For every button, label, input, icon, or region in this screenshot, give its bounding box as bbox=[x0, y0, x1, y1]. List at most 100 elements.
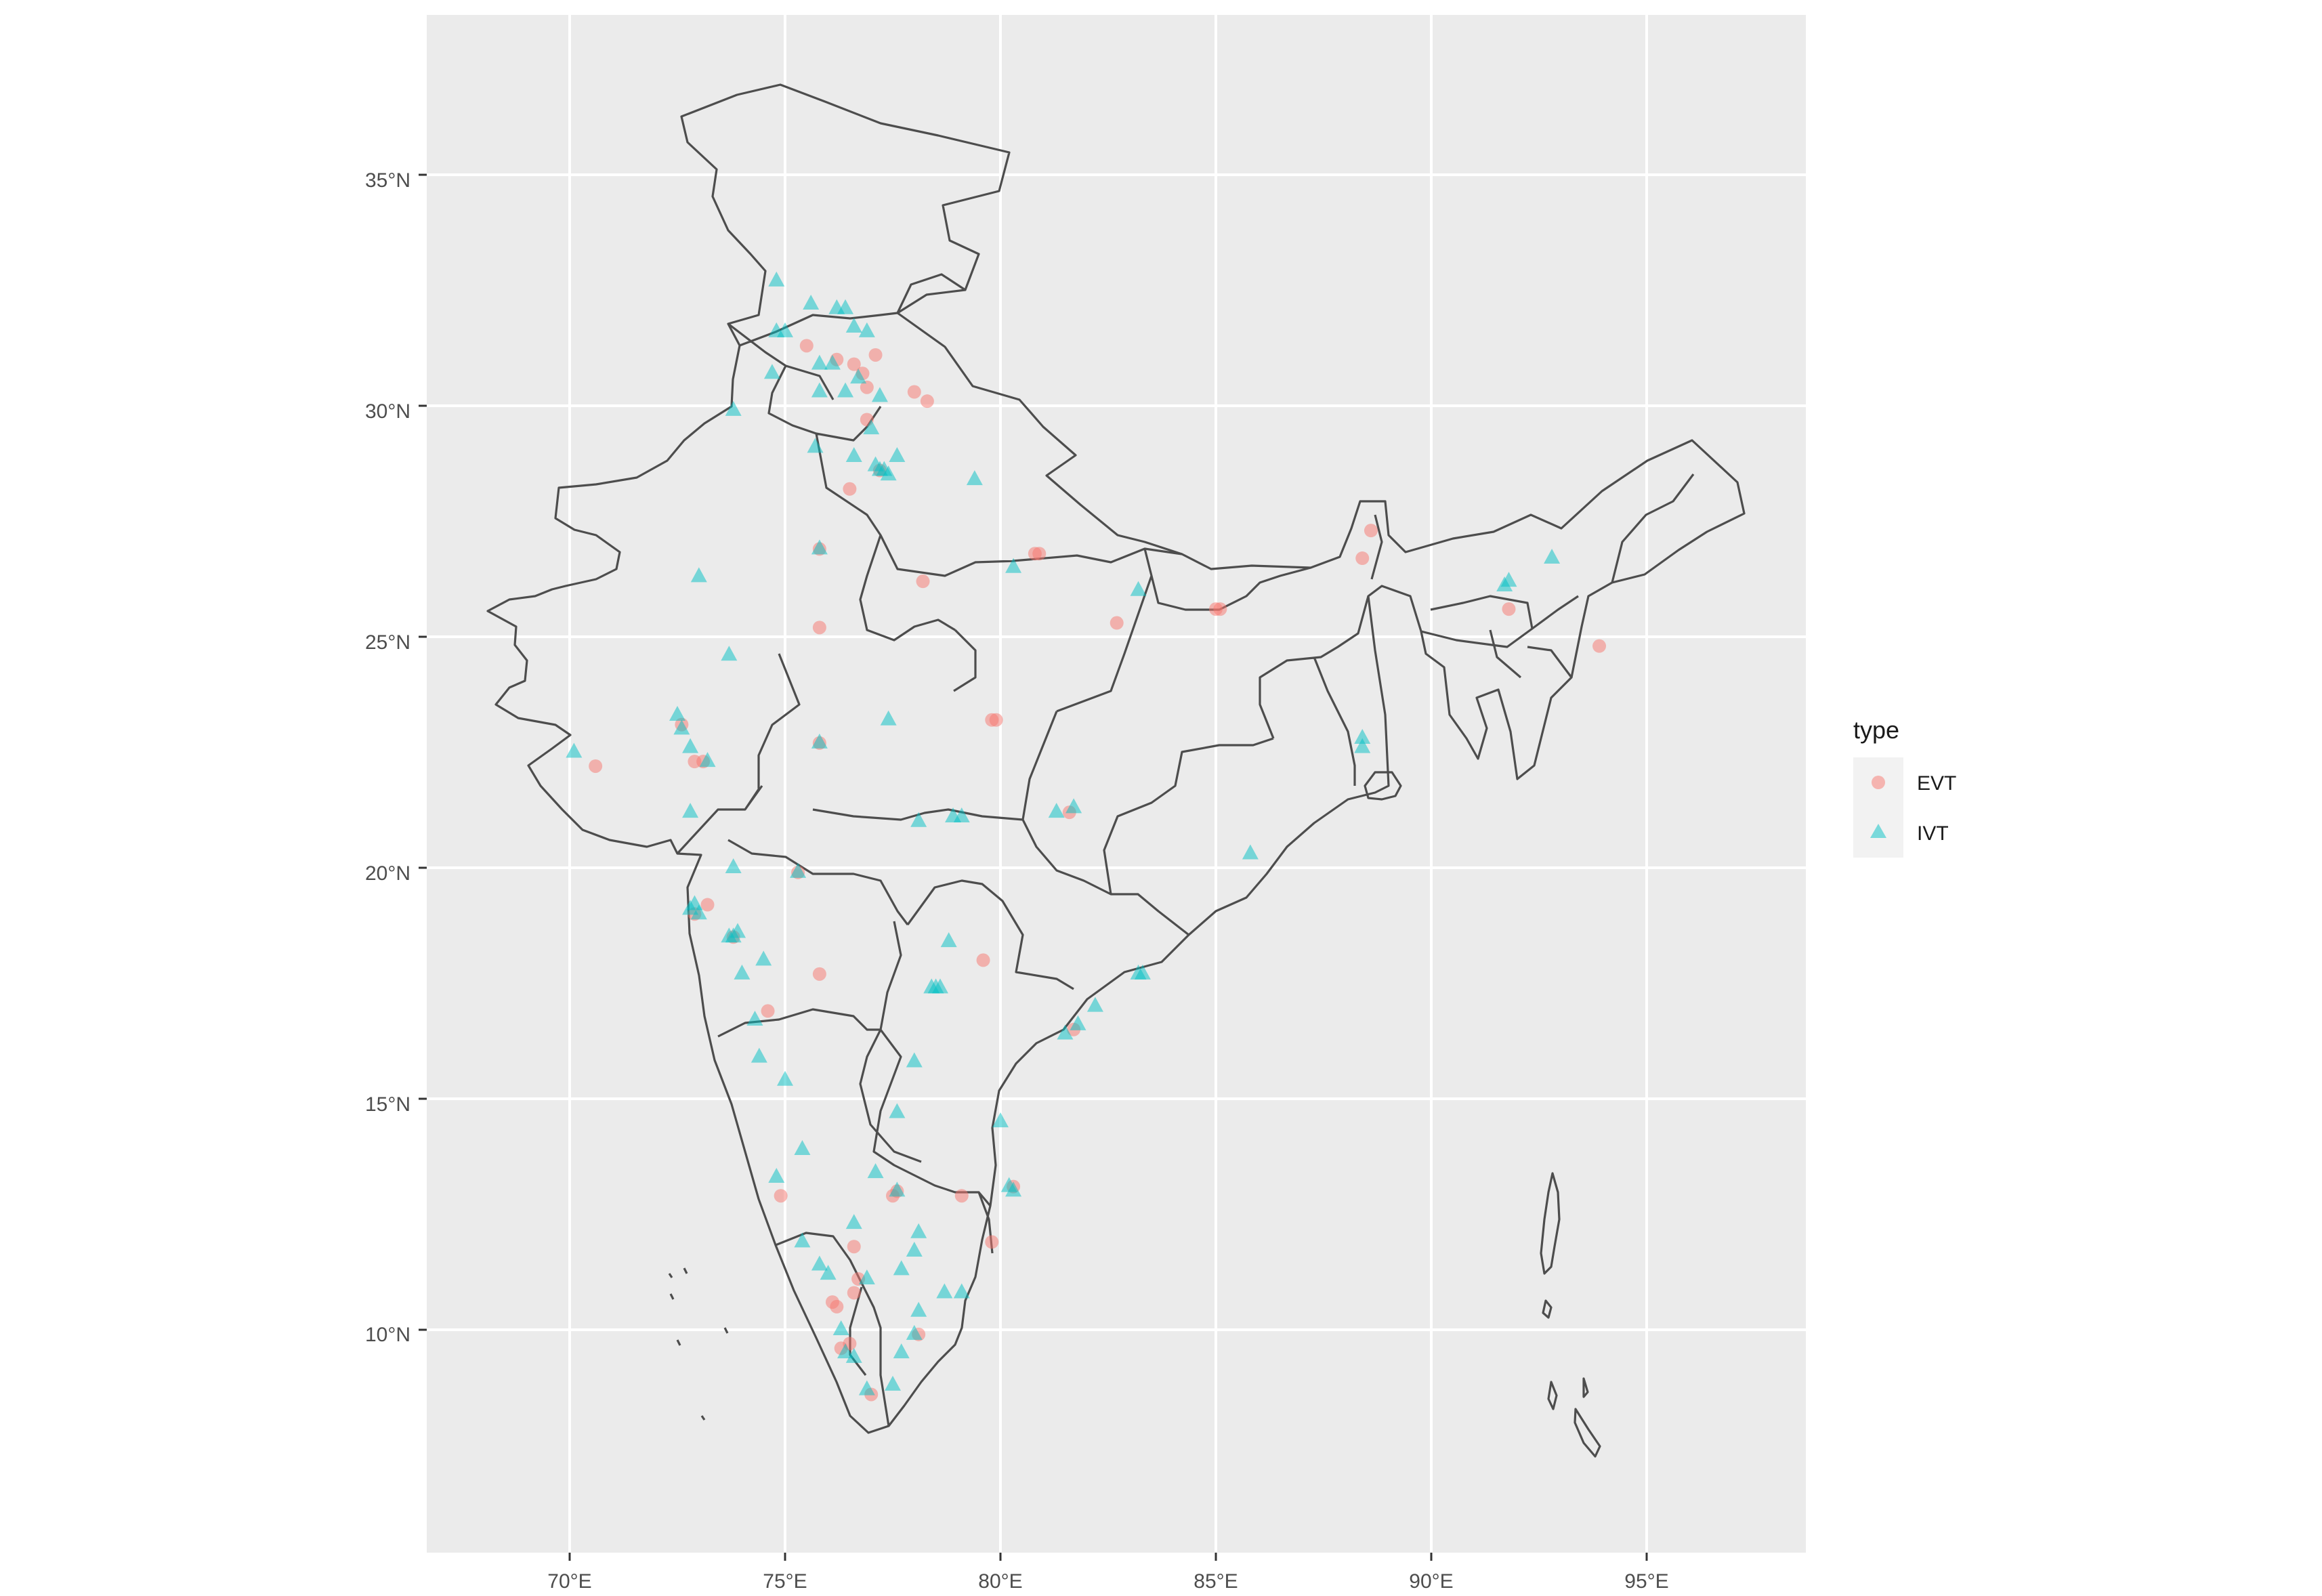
evt-point bbox=[1028, 547, 1042, 561]
ivt-point bbox=[858, 1380, 875, 1395]
ivt-point bbox=[1500, 572, 1517, 587]
ivt-point bbox=[837, 1343, 854, 1359]
ivt-point bbox=[832, 1320, 849, 1335]
evt-point bbox=[868, 348, 883, 362]
ivt-point bbox=[931, 978, 948, 994]
ivt-point bbox=[910, 1301, 927, 1317]
ivt-point bbox=[889, 1181, 906, 1197]
ivt-point bbox=[725, 858, 742, 873]
ivt-point bbox=[945, 807, 962, 822]
y-tick-label: 25°N bbox=[365, 631, 410, 654]
ivt-point bbox=[906, 1324, 923, 1340]
evt-point bbox=[985, 713, 999, 727]
evt-point bbox=[954, 1189, 969, 1203]
andaman-nicobar-islands bbox=[1540, 1172, 1601, 1458]
ivt-point bbox=[850, 369, 867, 384]
ivt-point bbox=[1005, 558, 1022, 573]
evt-point bbox=[916, 574, 930, 589]
ivt-point bbox=[1544, 549, 1561, 564]
y-axis: 10°N 15°N 20°N 25°N 30°N 35°N bbox=[365, 169, 410, 1346]
evt-point bbox=[920, 394, 934, 408]
ivt-point bbox=[1130, 581, 1147, 596]
evt-point bbox=[774, 1189, 788, 1203]
ivt-point bbox=[889, 1103, 906, 1118]
ivt-point bbox=[845, 1347, 862, 1363]
lakshadweep-islands bbox=[668, 1267, 729, 1421]
legend-symbol-evt bbox=[1872, 776, 1885, 789]
ivt-point bbox=[1005, 1181, 1022, 1197]
ivt-point bbox=[794, 1232, 811, 1248]
ivt-point bbox=[889, 447, 906, 463]
ivt-point bbox=[940, 932, 957, 948]
ivt-point bbox=[893, 1260, 910, 1276]
ivt-point bbox=[910, 1223, 927, 1238]
ivt-point bbox=[885, 1375, 901, 1391]
ivt-point bbox=[811, 733, 828, 749]
ivt-point bbox=[953, 1283, 970, 1299]
ivt-point bbox=[858, 1269, 875, 1284]
ivt-point bbox=[871, 387, 888, 402]
ivt-point bbox=[910, 812, 927, 827]
ivt-point bbox=[1354, 729, 1371, 744]
evt-point bbox=[843, 482, 857, 496]
evt-point bbox=[976, 953, 990, 967]
evt-point bbox=[847, 357, 861, 371]
legend-label-evt: EVT bbox=[1917, 772, 1956, 795]
ivt-point bbox=[1048, 803, 1065, 818]
ivt-point bbox=[768, 271, 785, 287]
ivt-point bbox=[1130, 964, 1147, 980]
ivt-point bbox=[1070, 1015, 1086, 1030]
x-axis: 70°E 75°E 80°E 85°E 90°E 95°E bbox=[547, 1570, 1668, 1593]
ivt-point bbox=[837, 299, 854, 314]
evt-point bbox=[907, 385, 921, 399]
ivt-point bbox=[863, 419, 880, 435]
legend-title: type bbox=[1853, 716, 1899, 744]
ivt-point bbox=[936, 1283, 953, 1299]
y-tick-label: 30°N bbox=[365, 400, 410, 423]
ivt-point bbox=[811, 539, 828, 555]
ivt-point bbox=[1242, 844, 1259, 860]
ivt-point bbox=[1057, 1024, 1074, 1040]
x-tick-label: 75°E bbox=[763, 1570, 807, 1593]
y-tick-label: 35°N bbox=[365, 169, 410, 192]
ivt-point bbox=[820, 1265, 837, 1280]
legend-symbol-ivt bbox=[1870, 824, 1886, 838]
ivt-point bbox=[730, 923, 746, 938]
ivt-point bbox=[790, 862, 807, 878]
ivt-point bbox=[699, 752, 716, 768]
ivt-point bbox=[880, 710, 897, 726]
evt-point bbox=[1110, 616, 1124, 630]
axes bbox=[419, 173, 1648, 1561]
evt-point bbox=[589, 759, 603, 773]
evt-point bbox=[830, 1299, 844, 1314]
ivt-point bbox=[734, 964, 751, 980]
evt-point bbox=[847, 1286, 861, 1300]
evt-point bbox=[1355, 551, 1370, 566]
ivt-point bbox=[858, 322, 875, 337]
ivt-point bbox=[755, 950, 772, 966]
india-boundaries bbox=[486, 83, 1746, 1458]
ivt-point bbox=[763, 364, 780, 379]
ivt-point bbox=[811, 382, 828, 398]
ivt-point bbox=[867, 456, 884, 471]
ivt-point bbox=[906, 1052, 923, 1068]
ivt-point bbox=[803, 294, 820, 310]
ivt-point bbox=[682, 803, 699, 818]
x-tick-label: 85°E bbox=[1194, 1570, 1238, 1593]
gridlines bbox=[427, 15, 1806, 1553]
evt-point bbox=[1364, 524, 1378, 538]
ivt-point bbox=[690, 567, 707, 583]
ivt-point bbox=[992, 1112, 1009, 1128]
ivt-point bbox=[824, 354, 841, 370]
evt-point bbox=[1592, 639, 1607, 653]
ivt-point bbox=[690, 904, 707, 920]
ivt-point bbox=[845, 318, 862, 333]
ivt-point bbox=[777, 1070, 793, 1086]
ivt-point bbox=[1065, 798, 1082, 814]
ivt-point bbox=[673, 719, 690, 735]
ivt-point bbox=[725, 400, 742, 416]
y-tick-label: 15°N bbox=[365, 1093, 410, 1116]
ivt-point bbox=[721, 927, 738, 943]
ivt-point bbox=[768, 1167, 785, 1183]
ivt-point bbox=[682, 738, 699, 753]
